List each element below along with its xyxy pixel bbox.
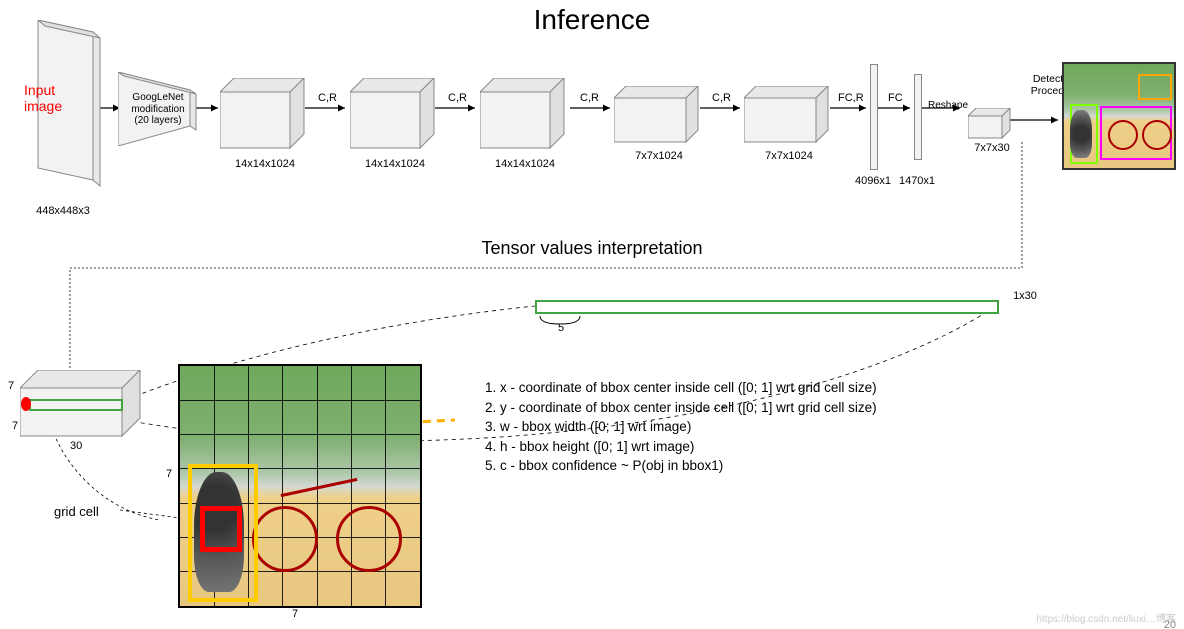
conv-block-2-dim: 14x14x1024 bbox=[350, 158, 440, 170]
cube-dim-left: 7 bbox=[12, 420, 18, 432]
op-label-cr-1: C,R bbox=[318, 92, 337, 104]
conv-block-5-dim: 7x7x1024 bbox=[744, 150, 834, 162]
grid-bike-wheel-1 bbox=[252, 506, 318, 572]
input-image-block: Input image bbox=[18, 20, 108, 190]
bike-wheel-1 bbox=[1108, 120, 1138, 150]
tensor-row-dim: 1x30 bbox=[1005, 290, 1045, 302]
grid-7-bottom: 7 bbox=[292, 608, 298, 620]
bracket-five-label: 5 bbox=[556, 322, 566, 334]
conv-block-3-dim: 14x14x1024 bbox=[480, 158, 570, 170]
dog-silhouette bbox=[1070, 110, 1092, 158]
input-dim-label: 448x448x3 bbox=[18, 205, 108, 217]
conv-block-2 bbox=[350, 78, 440, 161]
page-marker: 20 bbox=[1164, 619, 1176, 629]
op-label-cr-3: C,R bbox=[580, 92, 599, 104]
fc-block-1 bbox=[870, 64, 878, 170]
input-image-label: Input image bbox=[24, 82, 62, 114]
op-label-cr-4: C,R bbox=[712, 92, 731, 104]
fc-block-1-dim: 4096x1 bbox=[848, 175, 898, 187]
output-cube-dim: 7x7x30 bbox=[962, 142, 1022, 154]
fc-block-2 bbox=[914, 74, 922, 160]
grid-cell-label: grid cell bbox=[54, 504, 99, 519]
cube-dim-top: 7 bbox=[8, 380, 14, 392]
interpretation-list: x - coordinate of bbox center inside cel… bbox=[478, 378, 1158, 476]
bike-wheel-2 bbox=[1142, 120, 1172, 150]
backbone-line1: GoogLeNet bbox=[128, 92, 188, 104]
backbone-block: GoogLeNet modification (20 layers) bbox=[118, 72, 200, 146]
grid-bike-frame bbox=[281, 478, 358, 497]
det-bbox-orange bbox=[1138, 74, 1172, 100]
op-label-fcr: FC,R bbox=[838, 92, 864, 104]
reshape-label: Reshape bbox=[928, 100, 968, 111]
conv-block-3 bbox=[480, 78, 570, 161]
detection-output-image bbox=[1062, 62, 1176, 170]
backbone-line3: (20 layers) bbox=[128, 115, 188, 127]
grid-7-left: 7 bbox=[166, 468, 172, 480]
diagram-canvas: Inference bbox=[0, 0, 1184, 629]
conv-block-1-dim: 14x14x1024 bbox=[220, 158, 310, 170]
tensor-row-band bbox=[535, 300, 999, 314]
grid-bike-wheel-2 bbox=[336, 506, 402, 572]
backbone-line2: modification bbox=[128, 104, 188, 116]
watermark: https://blog.csdn.net/liuxi…博客 bbox=[1036, 610, 1176, 625]
interp-item-5: c - bbox confidence ~ P(obj in bbox1) bbox=[500, 456, 1158, 476]
conv-block-5 bbox=[744, 86, 834, 153]
op-label-fc: FC bbox=[888, 92, 903, 104]
grid-image bbox=[178, 364, 422, 608]
op-label-cr-2: C,R bbox=[448, 92, 467, 104]
conv-block-1 bbox=[220, 78, 310, 161]
tensor-cube bbox=[20, 370, 150, 453]
interp-item-3: w - bbox width ([0; 1] wrt image) bbox=[500, 417, 1158, 437]
cube-dim-depth: 30 bbox=[70, 440, 82, 452]
interp-item-1: x - coordinate of bbox center inside cel… bbox=[500, 378, 1158, 398]
interp-item-4: h - bbox height ([0; 1] wrt image) bbox=[500, 437, 1158, 457]
red-cell-bbox bbox=[200, 506, 242, 552]
tensor-subtitle: Tensor values interpretation bbox=[0, 238, 1184, 259]
conv-block-4 bbox=[614, 86, 704, 153]
fc-block-2-dim: 1470x1 bbox=[892, 175, 942, 187]
page-title: Inference bbox=[0, 4, 1184, 36]
conv-block-4-dim: 7x7x1024 bbox=[614, 150, 704, 162]
interp-item-2: y - coordinate of bbox center inside cel… bbox=[500, 398, 1158, 418]
